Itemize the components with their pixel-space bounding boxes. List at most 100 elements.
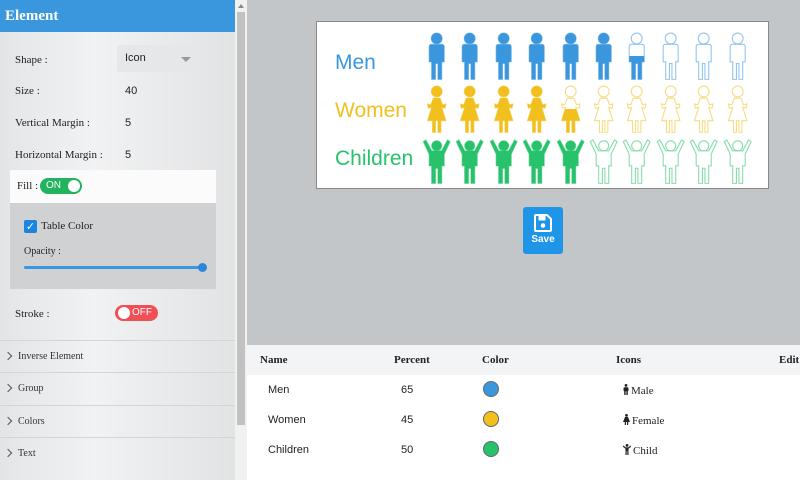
cell-name[interactable]: Women: [268, 414, 306, 426]
cell-percent[interactable]: 50: [401, 444, 414, 456]
fill-label: Fill :: [17, 180, 39, 192]
chevron-right-icon: [3, 351, 13, 361]
opacity-label: Opacity :: [24, 246, 61, 257]
section-label: Group: [18, 383, 44, 394]
fill-toggle-text: ON: [46, 180, 61, 191]
shape-label: Shape :: [15, 54, 48, 66]
shape-select[interactable]: Icon: [117, 45, 199, 72]
size-label: Size :: [15, 85, 40, 97]
color-swatch[interactable]: [483, 381, 499, 397]
female-icon: [660, 85, 681, 133]
female-icon: [693, 85, 714, 133]
chevron-right-icon: [3, 448, 13, 458]
male-icon: [695, 32, 712, 80]
cell-icon[interactable]: Child: [622, 444, 658, 457]
toggle-knob: [118, 307, 130, 319]
header-name: Name: [260, 354, 288, 366]
child-icon: [422, 139, 451, 184]
scroll-up-arrow-icon[interactable]: [238, 4, 244, 8]
table-row: Men 65 Male: [247, 375, 800, 405]
section-colors[interactable]: Colors: [0, 405, 235, 437]
female-icon: [426, 85, 447, 133]
child-icon: [656, 139, 685, 184]
chevron-down-icon: [181, 57, 191, 62]
header-icons: Icons: [616, 354, 642, 366]
color-swatch[interactable]: [483, 441, 499, 457]
fill-settings: Fill : ON ✓ Table Color Opacity :: [10, 170, 216, 289]
male-icon: [528, 32, 545, 80]
horizontal-margin-value[interactable]: 5: [125, 149, 132, 161]
vertical-margin-label: Vertical Margin :: [15, 117, 90, 129]
icon-name: Female: [632, 415, 665, 427]
header-edit: Edit: [779, 354, 800, 366]
female-icon: [493, 85, 514, 133]
child-icon: [622, 139, 652, 184]
element-panel: Element Shape : Icon Size : 40 Vertical …: [0, 0, 235, 480]
table-color-checkbox[interactable]: ✓: [24, 220, 37, 233]
vertical-margin-value[interactable]: 5: [125, 117, 132, 129]
size-value[interactable]: 40: [125, 85, 138, 97]
fill-toggle[interactable]: ON: [40, 178, 82, 194]
save-label: Save: [531, 234, 555, 245]
table-row: Women 45 Female: [247, 405, 800, 435]
female-icon: [593, 85, 614, 133]
female-icon: [526, 85, 547, 133]
chevron-right-icon: [3, 383, 13, 393]
header-color: Color: [482, 354, 509, 366]
cell-percent[interactable]: 65: [401, 384, 414, 396]
infographic-canvas: Men Women Children: [316, 21, 769, 189]
color-swatch[interactable]: [483, 411, 499, 427]
cell-icon[interactable]: Female: [623, 414, 664, 427]
female-icon: [627, 85, 647, 133]
table-color-label: Table Color: [41, 220, 94, 232]
child-icon: [689, 139, 718, 184]
male-icon: [495, 32, 512, 80]
female-icon: [460, 85, 481, 133]
stroke-toggle[interactable]: OFF: [115, 305, 158, 321]
fill-header: Fill : ON: [10, 170, 216, 203]
female-icon: [560, 85, 581, 133]
icon-name: Child: [633, 445, 658, 457]
row-label-women: Women: [335, 99, 407, 122]
female-icon: [727, 85, 748, 133]
section-label: Text: [18, 448, 36, 459]
stroke-toggle-text: OFF: [132, 307, 152, 318]
cell-name[interactable]: Children: [268, 444, 309, 456]
opacity-slider-track[interactable]: [24, 266, 202, 269]
data-table: Name Percent Color Icons Edit Men 65 Mal…: [247, 345, 800, 480]
child-icon: [622, 444, 632, 455]
icon-name: Male: [631, 385, 654, 397]
section-text[interactable]: Text: [0, 437, 235, 469]
save-button[interactable]: Save: [523, 207, 563, 254]
male-icon: [662, 32, 679, 80]
male-icon: [729, 32, 746, 80]
sidebar-scrollbar[interactable]: [235, 0, 247, 480]
horizontal-margin-label: Horizontal Margin :: [15, 149, 103, 161]
male-icon: [628, 32, 646, 80]
panel-title: Element: [0, 0, 235, 32]
child-icon: [522, 139, 551, 184]
scrollbar-thumb[interactable]: [237, 12, 245, 425]
section-group[interactable]: Group: [0, 372, 235, 404]
icon-row-women: [420, 82, 754, 136]
cell-icon[interactable]: Male: [623, 384, 654, 397]
child-icon: [556, 139, 585, 184]
table-row: Children 50 Child: [247, 435, 800, 465]
male-icon: [462, 32, 479, 80]
section-label: Inverse Element: [18, 351, 84, 362]
cell-percent[interactable]: 45: [401, 414, 414, 426]
toggle-knob: [68, 180, 80, 192]
floppy-disk-icon: [534, 214, 552, 232]
male-icon: [595, 32, 612, 80]
child-icon: [723, 139, 752, 184]
stroke-label: Stroke :: [15, 308, 50, 320]
male-icon: [428, 32, 445, 80]
cell-name[interactable]: Men: [268, 384, 290, 396]
opacity-slider-thumb[interactable]: [198, 263, 207, 272]
child-icon: [456, 139, 485, 184]
child-icon: [589, 139, 618, 184]
chevron-right-icon: [3, 416, 13, 426]
section-inverse-element[interactable]: Inverse Element: [0, 340, 235, 372]
male-icon: [623, 384, 629, 395]
row-label-children: Children: [335, 147, 414, 170]
